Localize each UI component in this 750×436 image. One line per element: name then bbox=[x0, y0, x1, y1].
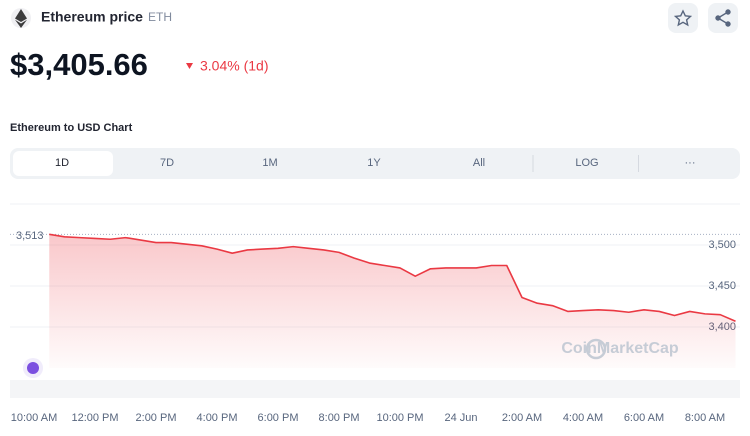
x-tick-label: 12:00 PM bbox=[71, 412, 118, 424]
x-tick-label: 24 Jun bbox=[444, 412, 477, 424]
tab[interactable]: ··· bbox=[685, 157, 696, 169]
x-tick-label: 2:00 PM bbox=[136, 412, 177, 424]
tab-bar bbox=[10, 148, 740, 179]
reference-label: 3,513 bbox=[16, 230, 44, 242]
star-icon bbox=[673, 9, 693, 27]
x-tick-label: 4:00 PM bbox=[197, 412, 238, 424]
eth-logo bbox=[15, 9, 27, 28]
x-tick-label: 10:00 PM bbox=[376, 412, 423, 424]
x-tick-label: 4:00 AM bbox=[563, 412, 603, 424]
tab[interactable]: 7D bbox=[160, 157, 174, 169]
watermark-logo bbox=[585, 338, 607, 360]
down-arrow bbox=[186, 63, 193, 69]
x-tick-label: 8:00 AM bbox=[685, 412, 725, 424]
tab[interactable]: 1M bbox=[262, 157, 277, 169]
share-icon bbox=[715, 9, 731, 27]
x-tick-label: 6:00 AM bbox=[624, 412, 664, 424]
range-strip bbox=[10, 380, 740, 398]
tab[interactable]: 1Y bbox=[367, 157, 381, 169]
price-line bbox=[49, 233, 736, 322]
x-tick-label: 2:00 AM bbox=[502, 412, 542, 424]
x-tick-label: 10:00 AM bbox=[11, 412, 57, 424]
price-change: 3.04% (1d) bbox=[200, 58, 268, 74]
tab-selected bbox=[13, 151, 113, 176]
reset-icon bbox=[27, 362, 39, 374]
x-tick-label: 6:00 PM bbox=[258, 412, 299, 424]
price: $3,405.66 bbox=[10, 47, 148, 82]
chart-heading: Ethereum to USD Chart bbox=[10, 122, 133, 134]
y-tick-label: 3,500 bbox=[708, 239, 736, 251]
y-tick-label: 3,450 bbox=[708, 280, 736, 292]
watermark: CoinMarketCap bbox=[561, 340, 679, 357]
coin-title: Ethereum price bbox=[41, 9, 143, 25]
watchlist-button[interactable] bbox=[668, 3, 698, 33]
area bbox=[49, 234, 736, 368]
tab[interactable]: 1D bbox=[55, 157, 69, 169]
tab[interactable]: LOG bbox=[575, 157, 598, 169]
share-button[interactable] bbox=[708, 3, 738, 33]
coin-symbol: ETH bbox=[148, 10, 172, 24]
tab[interactable]: All bbox=[473, 157, 485, 169]
x-tick-label: 8:00 PM bbox=[319, 412, 360, 424]
